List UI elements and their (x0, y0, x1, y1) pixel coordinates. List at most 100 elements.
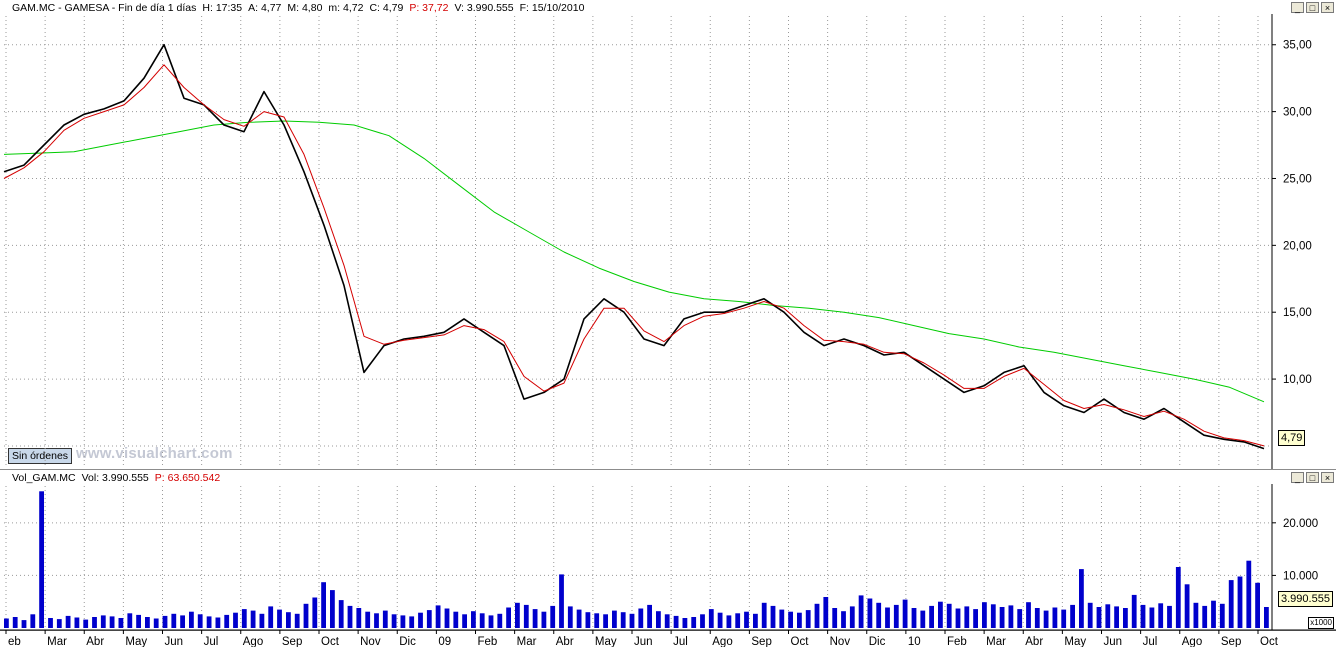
minimize-icon[interactable]: _ (1291, 472, 1304, 483)
volume-panel[interactable]: Vol_GAM.MC Vol: 3.990.555 P: 63.650.542 _ … (0, 470, 1336, 631)
volume-bar (497, 613, 503, 628)
close-icon[interactable]: × (1321, 2, 1334, 13)
volume-bar (347, 605, 353, 628)
volume-bar (656, 611, 661, 628)
volume-bar (56, 619, 62, 628)
volume-bar (1061, 609, 1067, 628)
volume-bar (1079, 569, 1084, 628)
volume-bar (841, 611, 846, 628)
x-tick-label: Mar (47, 636, 67, 647)
x-tick-label: Jul (673, 636, 688, 647)
volume-bar (426, 610, 432, 628)
volume-bar (1202, 605, 1208, 628)
close-icon[interactable]: × (1321, 472, 1334, 483)
volume-bar (409, 616, 415, 628)
minimize-icon[interactable]: _ (1291, 2, 1304, 13)
volume-bar (1026, 602, 1031, 628)
volume-bar (612, 610, 617, 628)
volume-bar (673, 615, 679, 628)
volume-bar (400, 615, 406, 628)
volume-bar (1211, 600, 1216, 628)
volume-bar (1043, 610, 1049, 628)
volume-bar (145, 617, 150, 628)
price-window-buttons: _ □ × (1291, 2, 1334, 13)
x-tick-label: Dic (399, 636, 416, 647)
volume-bar (21, 620, 27, 628)
x-tick-label: 09 (438, 636, 451, 647)
volume-bar (294, 613, 300, 628)
volume-window-buttons: _ □ × (1291, 472, 1334, 483)
volume-bar (312, 597, 318, 628)
volume-value-label: V: 3.990.555 (454, 2, 514, 14)
volume-bar (233, 612, 238, 628)
price-header: GAM.MC - GAMESA - Fin de día 1 días H: 17… (12, 1, 590, 15)
volume-bar (823, 597, 829, 628)
sin-ordenes-button[interactable]: Sin órdenes (8, 448, 73, 464)
maximize-icon[interactable]: □ (1306, 472, 1319, 483)
volume-bar (1158, 603, 1164, 628)
volume-bar (779, 609, 785, 628)
volume-bar (1184, 584, 1190, 628)
x-tick-label: Nov (830, 636, 851, 647)
volume-bar (374, 613, 379, 628)
last-volume-box: 3.990.555 (1278, 591, 1333, 607)
volume-bar (911, 608, 917, 628)
volume-bar (471, 611, 476, 628)
volume-bar (259, 613, 265, 628)
volume-bar (418, 612, 423, 628)
volume-bar (964, 606, 970, 628)
volume-bar (717, 612, 723, 628)
volume-bar (1193, 602, 1199, 628)
volume-bar (849, 606, 855, 628)
price-panel[interactable]: GAM.MC - GAMESA - Fin de día 1 días H: 17… (0, 0, 1336, 470)
volume-bar (902, 599, 908, 628)
last-price-box: 4,79 (1278, 430, 1306, 446)
x-tick-label: Mar (517, 636, 537, 647)
close-label: C: 4,79 (369, 2, 404, 14)
volume-bar (303, 603, 309, 628)
maximize-icon[interactable]: □ (1306, 2, 1319, 13)
volume-bar (1237, 576, 1243, 628)
volume-vol-label: Vol: 3.990.555 (81, 472, 149, 484)
volume-bar (250, 610, 256, 628)
volume-bar (286, 612, 291, 628)
volume-bar (127, 613, 133, 628)
volume-bar (180, 615, 185, 628)
volume-bar (118, 618, 124, 628)
x-tick-label: Ago (243, 636, 263, 647)
x-tick-label: Oct (321, 636, 340, 647)
sma-short-line (3, 64, 1265, 447)
x-tick-label: Sep (1221, 636, 1241, 647)
price-y-tick-label: 35,00 (1283, 40, 1312, 52)
volume-unit-label: x1000 (1308, 617, 1334, 629)
volume-bar (664, 614, 670, 628)
x-tick-label: Sep (751, 636, 771, 647)
volume-bar (885, 607, 890, 628)
volume-bar (1140, 604, 1146, 628)
volume-bar (435, 605, 441, 628)
volume-bar (1052, 607, 1058, 628)
x-tick-label: Abr (1025, 636, 1043, 647)
open-label: A: 4,77 (248, 2, 282, 14)
x-tick-label: Feb (947, 636, 967, 647)
volume-y-tick-label: 10.000 (1283, 570, 1318, 582)
x-tick-label: May (1064, 636, 1086, 647)
volume-bar (1096, 607, 1102, 628)
volume-bar (365, 611, 371, 628)
volume-bar (559, 574, 564, 628)
volume-bar (929, 605, 934, 628)
volume-bar (100, 615, 106, 628)
p-label: P: 37,72 (409, 2, 449, 14)
volume-bar (814, 603, 820, 628)
x-tick-label: Oct (791, 636, 810, 647)
x-tick-label: Mar (986, 636, 1006, 647)
volume-bar (620, 612, 626, 628)
volume-bar (206, 616, 212, 628)
price-y-tick-label: 10,00 (1283, 374, 1312, 386)
symbol-label: GAM.MC - GAMESA - Fin de día 1 días (12, 2, 197, 14)
volume-bar (541, 611, 547, 628)
volume-bar (920, 610, 926, 628)
volume-p-label: P: 63.650.542 (154, 472, 221, 484)
volume-bar (1264, 607, 1269, 628)
